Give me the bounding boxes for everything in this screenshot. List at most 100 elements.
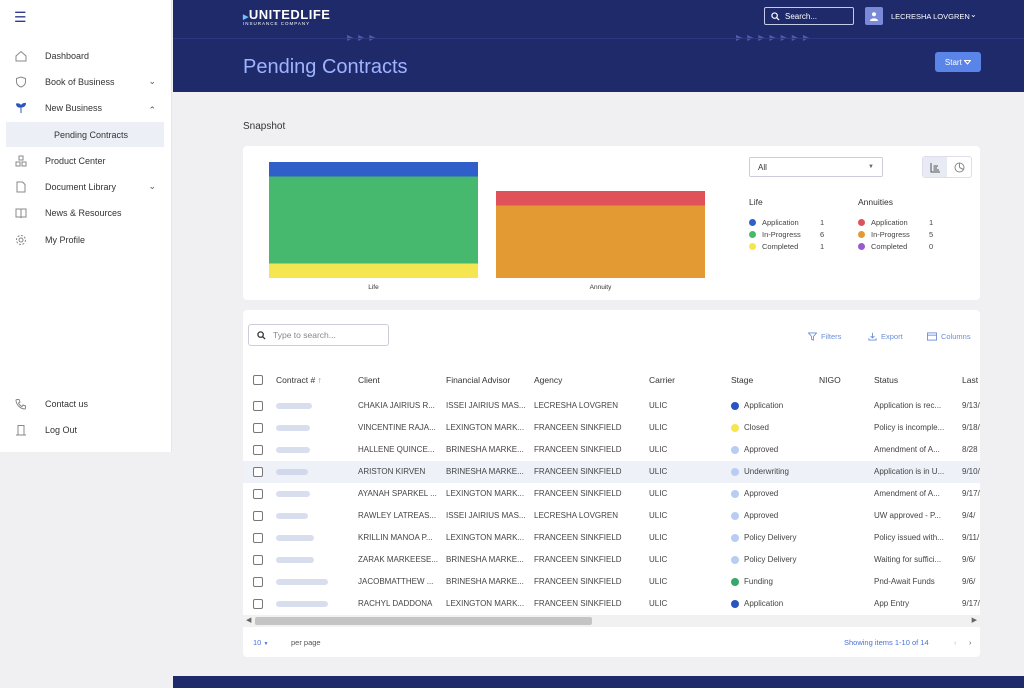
- legend-label: Completed: [762, 242, 799, 251]
- next-page-icon[interactable]: ›: [969, 638, 972, 647]
- stage-status-dot: [731, 490, 739, 498]
- column-header-last[interactable]: Last: [962, 375, 979, 385]
- column-header-carrier[interactable]: Carrier: [649, 375, 675, 385]
- table-search-input[interactable]: Type to search...: [248, 324, 389, 346]
- horizontal-scrollbar[interactable]: ◀ ▶: [243, 615, 980, 627]
- sidebar-item-contact-us[interactable]: Contact us: [0, 392, 172, 416]
- row-checkbox[interactable]: [253, 599, 263, 609]
- cell-advisor: LEXINGTON MARK...: [446, 599, 525, 608]
- sidebar-item-new-business[interactable]: New Business ⌃: [0, 96, 172, 120]
- cell-client: VINCENTINE RAJA...: [358, 423, 436, 432]
- contract-number-redacted[interactable]: [276, 513, 308, 519]
- sidebar-subitem-pending-contracts[interactable]: Pending Contracts: [6, 122, 164, 147]
- contract-number-redacted[interactable]: [276, 491, 310, 497]
- row-checkbox[interactable]: [253, 467, 263, 477]
- column-header-nigo[interactable]: NIGO: [819, 375, 841, 385]
- bar-segment-annuity-in-progress[interactable]: [496, 205, 705, 279]
- stage-status-dot: [731, 578, 739, 586]
- table-row[interactable]: HALLENE QUINCE... BRINESHA MARKE... FRANCE…: [243, 439, 980, 461]
- scroll-right-icon[interactable]: ▶: [971, 617, 977, 624]
- contract-number-redacted[interactable]: [276, 579, 328, 585]
- cell-agency: FRANCEEN SINKFIELD: [534, 577, 622, 586]
- avatar[interactable]: [865, 7, 883, 25]
- select-all-checkbox[interactable]: [253, 375, 263, 385]
- sidebar-item-dashboard[interactable]: Dashboard: [0, 44, 172, 68]
- row-checkbox[interactable]: [253, 511, 263, 521]
- sidebar-item-book-of-business[interactable]: Book of Business ⌄: [0, 70, 172, 94]
- cell-agency: FRANCEEN SINKFIELD: [534, 445, 622, 454]
- hamburger-icon[interactable]: ☰: [14, 9, 27, 25]
- column-header-status[interactable]: Status: [874, 375, 899, 385]
- per-page-select[interactable]: 10 ▼: [253, 638, 268, 647]
- contract-number-redacted[interactable]: [276, 425, 310, 431]
- column-header-stage[interactable]: Stage: [731, 375, 754, 385]
- column-header-financial-advisor[interactable]: Financial Advisor: [446, 375, 511, 385]
- contract-number-redacted[interactable]: [276, 557, 314, 563]
- home-icon: [14, 49, 28, 63]
- snapshot-filter-select[interactable]: All ▼: [749, 157, 883, 177]
- search-button[interactable]: Search...: [764, 7, 854, 25]
- bar-segment-annuity-application[interactable]: [496, 191, 705, 206]
- sidebar-item-product-center[interactable]: Product Center: [0, 149, 172, 173]
- bar-segment-life-in-progress[interactable]: [269, 176, 478, 264]
- chevron-down-icon[interactable]: ⌄: [970, 10, 977, 19]
- table-row[interactable]: VINCENTINE RAJA... LEXINGTON MARK... FRANC…: [243, 417, 980, 439]
- contract-number-redacted[interactable]: [276, 403, 312, 409]
- column-header-contract[interactable]: Contract # ↑: [276, 375, 322, 385]
- table-row[interactable]: RACHYL DADDONA LEXINGTON MARK... FRANCEEN …: [243, 593, 980, 615]
- chevron-up-icon[interactable]: ⌃: [148, 105, 156, 115]
- contract-number-redacted[interactable]: [276, 601, 328, 607]
- contract-number-redacted[interactable]: [276, 535, 314, 541]
- row-checkbox[interactable]: [253, 445, 263, 455]
- per-page-value: 10: [253, 638, 262, 647]
- bar-chart-view-button[interactable]: [923, 157, 947, 177]
- row-checkbox[interactable]: [253, 533, 263, 543]
- cell-agency: FRANCEEN SINKFIELD: [534, 555, 622, 564]
- cell-last: 9/4/: [962, 511, 976, 520]
- cell-carrier: ULIC: [649, 533, 668, 542]
- start-button[interactable]: Start: [935, 52, 981, 72]
- table-row[interactable]: KRILLIN MANOA P... LEXINGTON MARK... FRANC…: [243, 527, 980, 549]
- cell-last: 9/17/: [962, 599, 980, 608]
- table-row[interactable]: RAWLEY LATREAS... ISSEI JAIRIUS MAS... LEC…: [243, 505, 980, 527]
- logout-icon: [14, 423, 28, 437]
- table-row[interactable]: JACOBMATTHEW ... BRINESHA MARKE... FRANCEE…: [243, 571, 980, 593]
- columns-button[interactable]: Columns: [927, 332, 971, 341]
- table-row[interactable]: CHAKIA JAIRIUS R... ISSEI JAIRIUS MAS... L…: [243, 395, 980, 417]
- sidebar-item-log-out[interactable]: Log Out: [0, 418, 172, 442]
- prev-page-icon[interactable]: ‹: [954, 638, 957, 647]
- sort-arrow-up-icon[interactable]: ↑: [317, 375, 322, 385]
- contract-number-redacted[interactable]: [276, 469, 308, 475]
- scroll-left-icon[interactable]: ◀: [246, 617, 252, 624]
- chevron-down-icon[interactable]: ⌄: [148, 76, 156, 86]
- contract-number-redacted[interactable]: [276, 447, 310, 453]
- bar-segment-life-application[interactable]: [269, 162, 478, 177]
- table-row[interactable]: ZARAK MARKEESE... BRINESHA MARKE... FRANCE…: [243, 549, 980, 571]
- column-header-agency[interactable]: Agency: [534, 375, 563, 385]
- filters-button[interactable]: Filters: [808, 332, 841, 341]
- export-button[interactable]: Export: [868, 332, 903, 341]
- bar-segment-life-completed[interactable]: [269, 263, 478, 279]
- sidebar-item-news-resources[interactable]: News & Resources: [0, 201, 172, 225]
- table-row[interactable]: ARISTON KIRVEN BRINESHA MARKE... FRANCEEN …: [243, 461, 980, 483]
- table-row[interactable]: AYANAH SPARKEL ... LEXINGTON MARK... FRANC…: [243, 483, 980, 505]
- cell-stage: Policy Delivery: [744, 533, 797, 542]
- logo[interactable]: ▶UNITEDLIFE INSURANCE COMPANY: [243, 7, 330, 26]
- chevron-down-icon[interactable]: ⌄: [148, 181, 156, 191]
- cell-advisor: LEXINGTON MARK...: [446, 533, 525, 542]
- row-checkbox[interactable]: [253, 423, 263, 433]
- page-title: Pending Contracts: [243, 56, 408, 78]
- sidebar-item-document-library[interactable]: Document Library ⌄: [0, 175, 172, 199]
- scrollbar-thumb[interactable]: [255, 617, 592, 625]
- column-header-client[interactable]: Client: [358, 375, 380, 385]
- sidebar-item-my-profile[interactable]: My Profile: [0, 228, 172, 252]
- sprout-icon: [14, 101, 28, 115]
- logo-text: UNITEDLIFE: [248, 7, 331, 22]
- pie-chart-view-button[interactable]: [947, 157, 971, 177]
- cell-status: Policy is incomple...: [874, 423, 945, 432]
- row-checkbox[interactable]: [253, 555, 263, 565]
- row-checkbox[interactable]: [253, 577, 263, 587]
- row-checkbox[interactable]: [253, 489, 263, 499]
- row-checkbox[interactable]: [253, 401, 263, 411]
- user-name[interactable]: LECRESHA LOVGREN: [891, 12, 970, 21]
